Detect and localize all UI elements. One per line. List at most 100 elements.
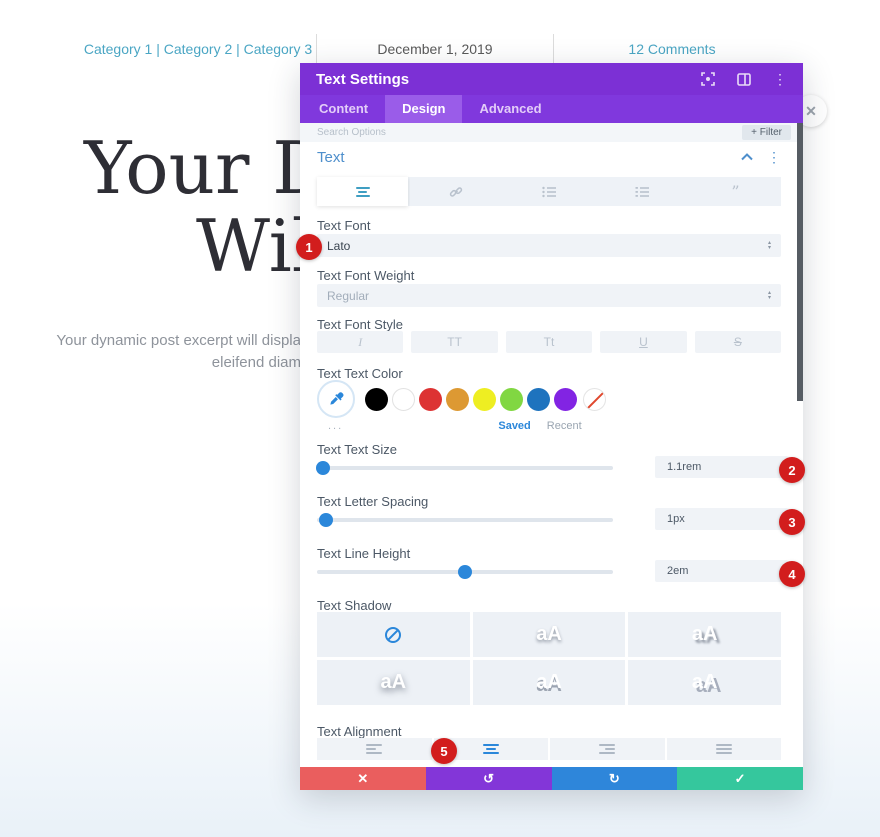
post-excerpt-line2: eleifend diam: [211, 354, 301, 371]
line-height-slider[interactable]: [317, 565, 613, 579]
snap-layout-icon[interactable]: [701, 72, 715, 86]
search-input[interactable]: Search Options: [317, 127, 386, 138]
font-weight-value: Regular: [327, 288, 370, 303]
post-meta-row: Category 1 | Category 2 | Category 3 Dec…: [80, 34, 790, 64]
color-swatch[interactable]: [365, 387, 388, 411]
align-justify-button[interactable]: [666, 738, 781, 760]
color-swatch[interactable]: [392, 387, 415, 411]
redo-button[interactable]: ↻: [551, 767, 678, 790]
shadow-none-button[interactable]: [317, 612, 470, 657]
panel-view-icon[interactable]: [737, 72, 751, 86]
section-title-text: Text: [317, 148, 345, 166]
saved-colors-tab[interactable]: Saved: [498, 420, 531, 432]
post-title: Your Dy Will: [0, 118, 302, 308]
shadow-preset-button[interactable]: aA: [317, 660, 470, 705]
subtab-quote-icon[interactable]: ”: [689, 177, 782, 206]
color-swatch[interactable]: [554, 387, 577, 411]
strikethrough-button[interactable]: S: [694, 331, 782, 353]
text-shadow-presets: aA aA aA aA aA: [317, 612, 781, 705]
text-alignment-label: Text Alignment: [317, 724, 402, 739]
post-excerpt-line1: Your dynamic post excerpt will displa: [56, 332, 301, 349]
align-center-button[interactable]: [433, 738, 548, 760]
letter-spacing-label: Text Letter Spacing: [317, 494, 429, 509]
post-title-line1: Your Dy: [84, 126, 302, 210]
smallcaps-button[interactable]: Tt: [505, 331, 593, 353]
post-title-line2: Will: [196, 204, 302, 288]
annotation-badge-4: 4: [779, 561, 805, 587]
annotation-badge-2: 2: [779, 457, 805, 483]
slider-track[interactable]: [317, 466, 613, 470]
color-swatch[interactable]: [527, 387, 550, 411]
tab-design[interactable]: Design: [385, 95, 463, 123]
select-arrows-icon: ▴ ▾: [767, 289, 771, 301]
shadow-preset-button[interactable]: aA: [472, 612, 626, 657]
italic-button[interactable]: I: [317, 331, 404, 353]
line-height-value-input[interactable]: 2em: [655, 560, 788, 582]
color-swatch[interactable]: [473, 387, 496, 411]
subtab-ul-icon[interactable]: [503, 177, 595, 206]
eyedropper-icon[interactable]: [317, 380, 355, 418]
font-style-options: I TT Tt U S: [317, 331, 782, 353]
post-comments-link[interactable]: 12 Comments: [553, 34, 790, 64]
slider-thumb[interactable]: [318, 513, 333, 527]
color-picker-row: [317, 378, 781, 420]
filter-button[interactable]: + Filter: [742, 125, 791, 140]
post-excerpt: Your dynamic post excerpt will displa el…: [0, 330, 301, 374]
underline-button[interactable]: U: [600, 331, 687, 353]
scrollbar-thumb[interactable]: [797, 123, 803, 401]
modal-action-bar: ✕ ↺ ↻ ✓: [300, 767, 803, 790]
text-shadow-label: Text Shadow: [317, 598, 392, 613]
transparent-swatch[interactable]: [583, 387, 606, 411]
section-menu-icon[interactable]: ⋮: [767, 149, 781, 165]
modal-tab-bar: Content Design Advanced: [300, 95, 803, 123]
uppercase-button[interactable]: TT: [411, 331, 498, 353]
subtab-text-icon[interactable]: [317, 177, 409, 206]
text-font-label: Text Font: [317, 218, 371, 233]
collapse-section-icon[interactable]: [741, 148, 753, 166]
slider-track[interactable]: [317, 518, 613, 522]
discard-button[interactable]: ✕: [300, 767, 426, 790]
shadow-preset-button[interactable]: aA: [628, 660, 781, 705]
text-settings-modal: Text Settings ⋮ Content Design Advanced …: [300, 63, 803, 790]
shadow-preset-button[interactable]: aA: [628, 612, 781, 657]
align-left-icon: [366, 744, 383, 754]
post-date: December 1, 2019: [316, 34, 553, 64]
text-size-label: Text Text Size: [317, 442, 397, 457]
text-font-value: Lato: [327, 238, 351, 253]
search-options-bar[interactable]: Search Options + Filter: [300, 123, 803, 142]
modal-menu-icon[interactable]: ⋮: [773, 71, 787, 87]
slider-thumb[interactable]: [458, 565, 472, 579]
text-size-value-input[interactable]: 1.1rem: [655, 456, 788, 478]
font-weight-label: Text Font Weight: [317, 268, 415, 283]
modal-header[interactable]: Text Settings ⋮: [300, 63, 803, 95]
color-swatch-list: [365, 387, 577, 411]
post-categories-links[interactable]: Category 1 | Category 2 | Category 3: [83, 41, 313, 57]
subtab-ol-icon[interactable]: [596, 177, 688, 206]
text-font-select[interactable]: Lato ▴ ▾: [317, 234, 781, 257]
text-color-label: Text Text Color: [317, 366, 403, 381]
align-center-icon: [482, 744, 499, 754]
color-swatch[interactable]: [446, 387, 469, 411]
annotation-badge-3: 3: [779, 509, 805, 535]
align-right-icon: [599, 744, 616, 754]
slider-thumb[interactable]: [315, 461, 330, 475]
select-arrows-icon: ▴ ▾: [767, 239, 771, 251]
shadow-preset-button[interactable]: aA: [472, 660, 626, 705]
color-swatch[interactable]: [500, 387, 523, 411]
letter-spacing-value-input[interactable]: 1px: [655, 508, 788, 530]
tab-advanced[interactable]: Advanced: [479, 101, 542, 116]
letter-spacing-slider[interactable]: [317, 513, 613, 527]
subtab-link-icon[interactable]: [410, 177, 502, 206]
font-style-label: Text Font Style: [317, 317, 403, 332]
align-right-button[interactable]: [550, 738, 665, 760]
color-swatch[interactable]: [419, 387, 442, 411]
recent-colors-tab[interactable]: Recent: [546, 420, 582, 432]
undo-button[interactable]: ↺: [425, 767, 552, 790]
tab-content[interactable]: Content: [319, 101, 369, 116]
save-button[interactable]: ✓: [677, 767, 803, 790]
text-size-slider[interactable]: [315, 461, 613, 475]
modal-title: Text Settings: [316, 70, 410, 88]
align-left-button[interactable]: [317, 738, 432, 760]
more-colors-dots[interactable]: ...: [328, 420, 344, 432]
font-weight-select[interactable]: Regular ▴ ▾: [317, 284, 781, 307]
